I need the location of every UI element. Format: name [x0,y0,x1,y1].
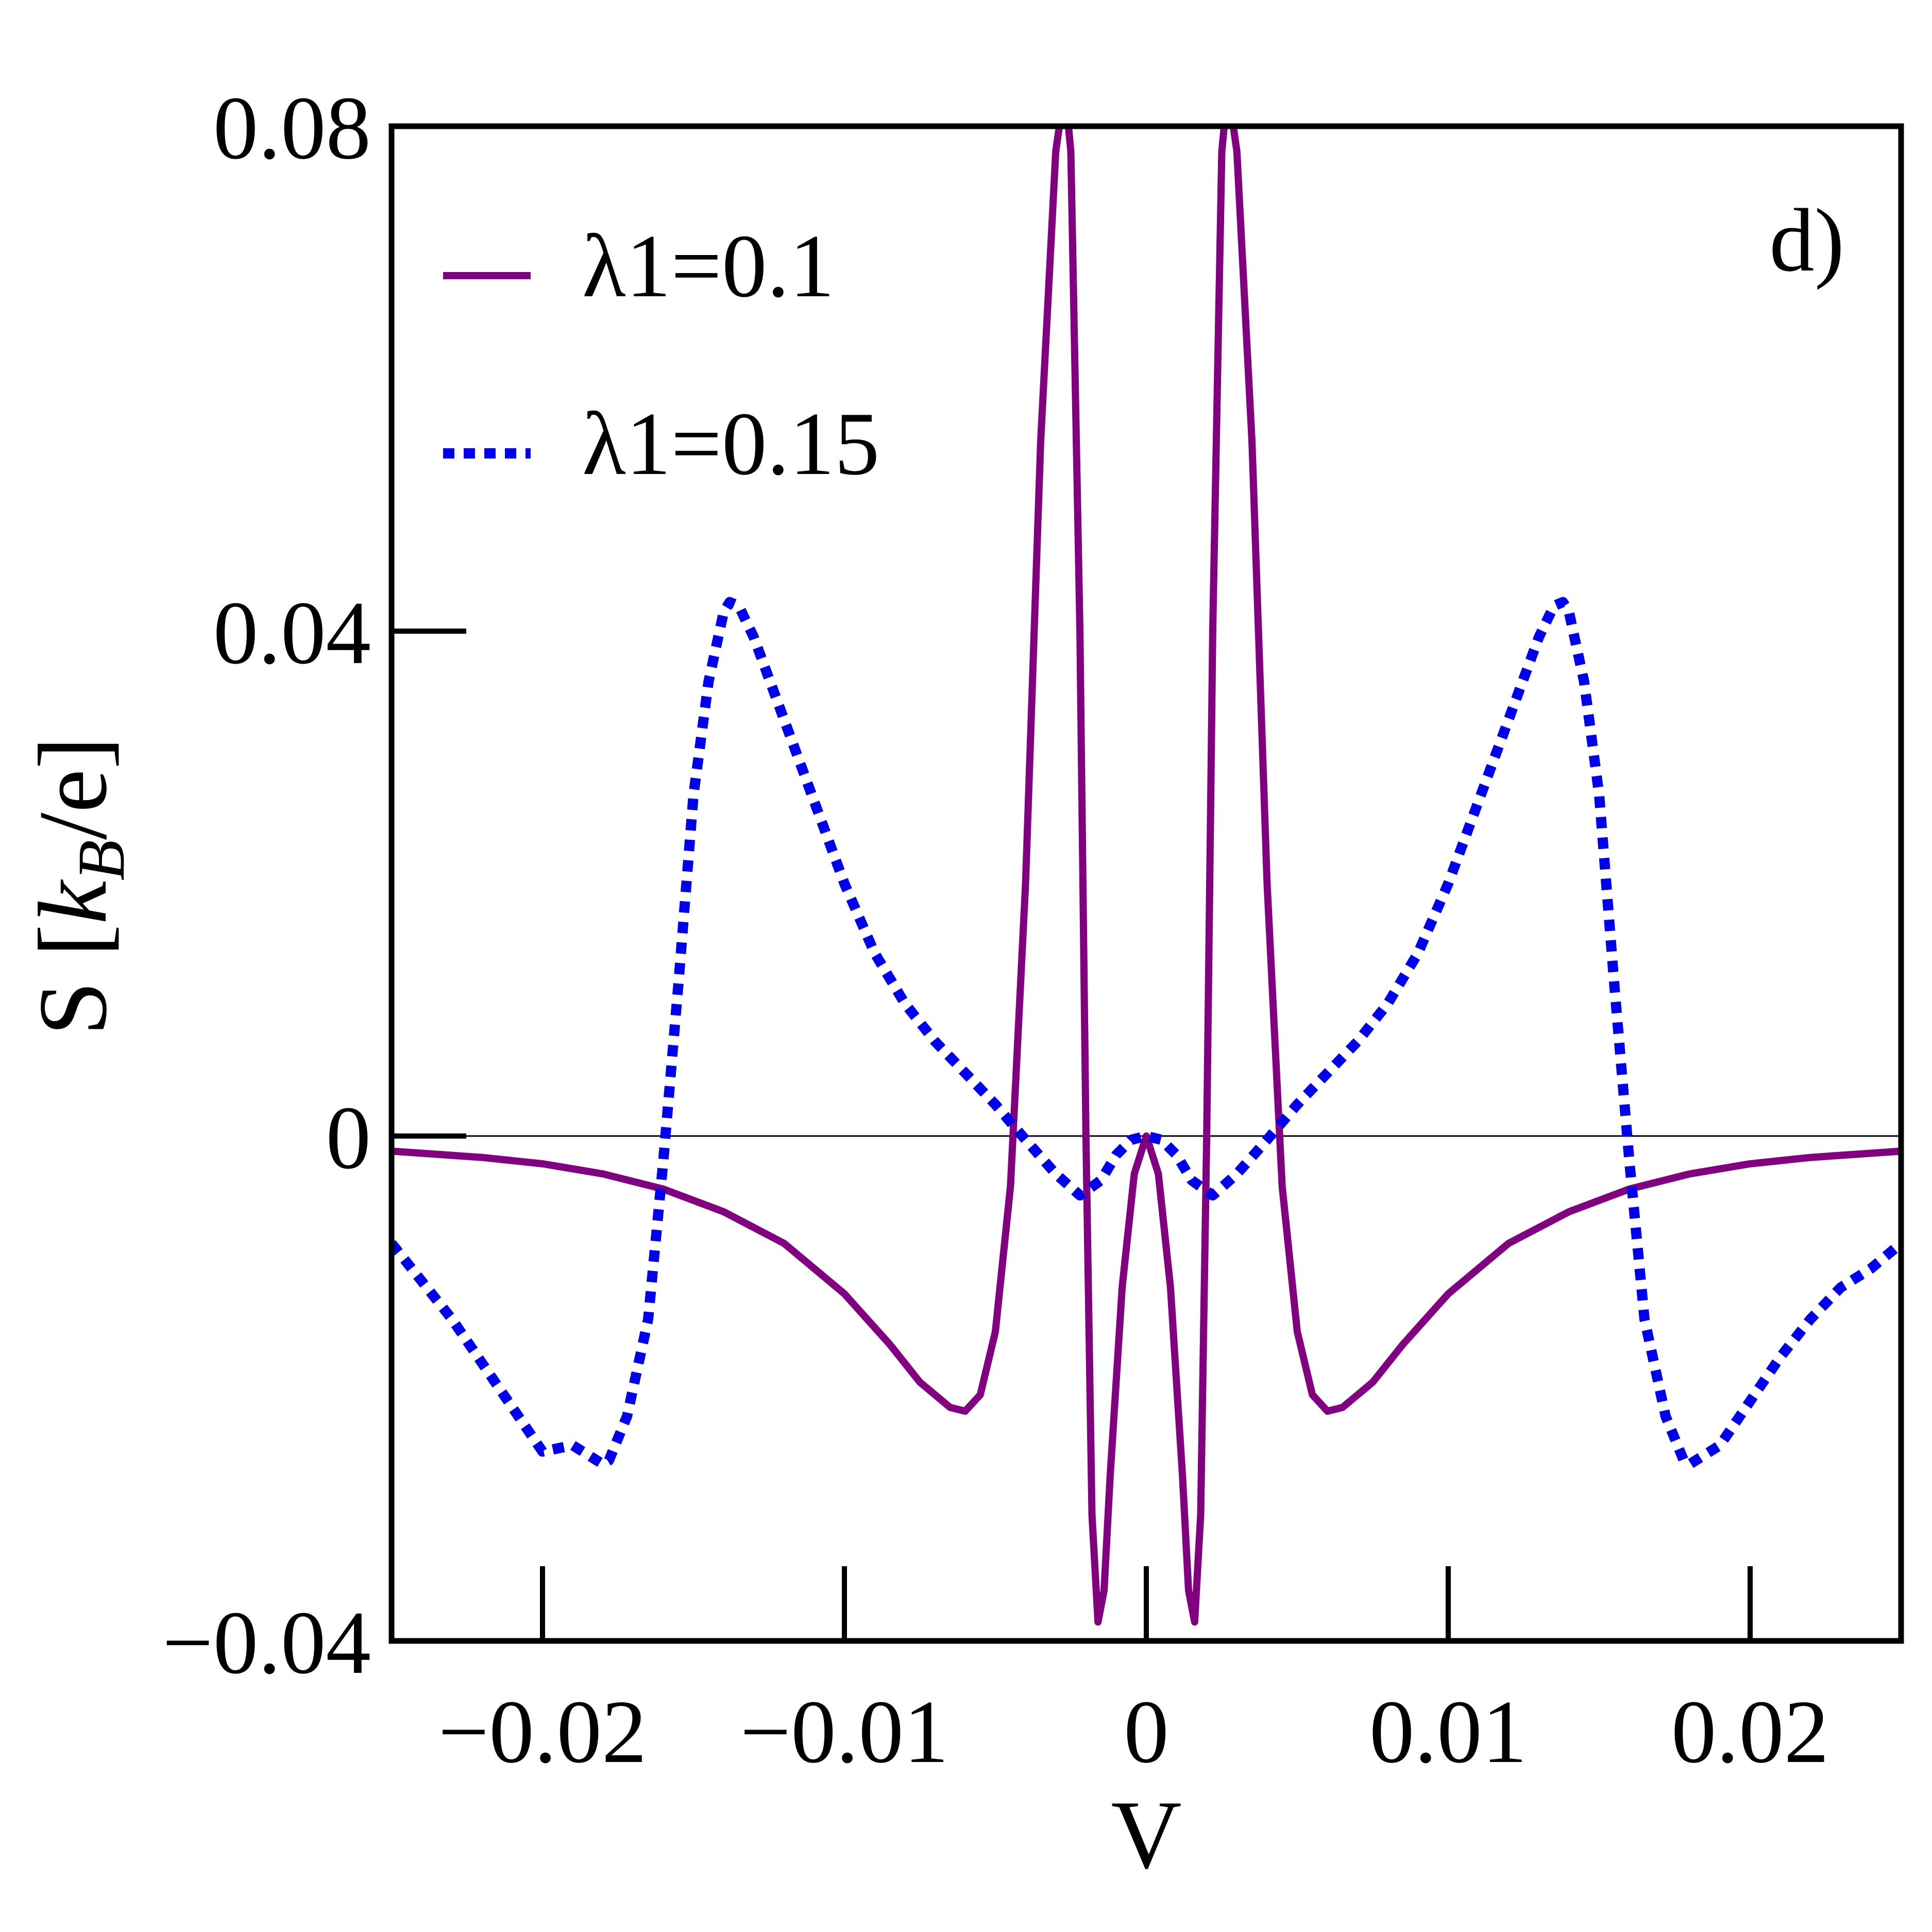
legend-label-lambda-0-1: λ1=0.1 [582,216,835,316]
y-axis-label-rest: /e] [19,737,127,840]
x-tick-label: −0.01 [740,1682,949,1782]
y-tick-label: 0 [326,1088,371,1188]
y-tick-label: 0.08 [213,78,371,178]
y-axis-label-italic: k [19,879,127,924]
x-tick-label: 0 [1124,1682,1169,1782]
y-axis-label: S [kB/e] [19,737,139,1036]
legend: λ1=0.1 λ1=0.15 [443,216,879,494]
x-tick-label: 0.02 [1671,1682,1829,1782]
y-axis-label-main: S [ [19,924,127,1036]
x-axis-label: V [1111,1781,1181,1889]
plot-frame [388,123,1904,1644]
y-axis-ticks: −0.04 0 0.04 0.08 [162,78,466,1692]
x-tick-label: −0.02 [438,1682,647,1782]
panel-label: d) [1769,190,1844,290]
y-axis-label-subscript: B [64,840,139,880]
y-tick-label: −0.04 [162,1592,371,1692]
series-line-lambda-0-15 [392,597,1901,1469]
y-tick-label: 0.04 [213,583,371,683]
x-axis-ticks: −0.02 −0.01 0 0.01 0.02 [438,1566,1829,1782]
legend-label-lambda-0-15: λ1=0.15 [582,394,879,494]
series-line-lambda-0-1 [392,126,1901,1626]
x-tick-label: 0.01 [1369,1682,1527,1782]
